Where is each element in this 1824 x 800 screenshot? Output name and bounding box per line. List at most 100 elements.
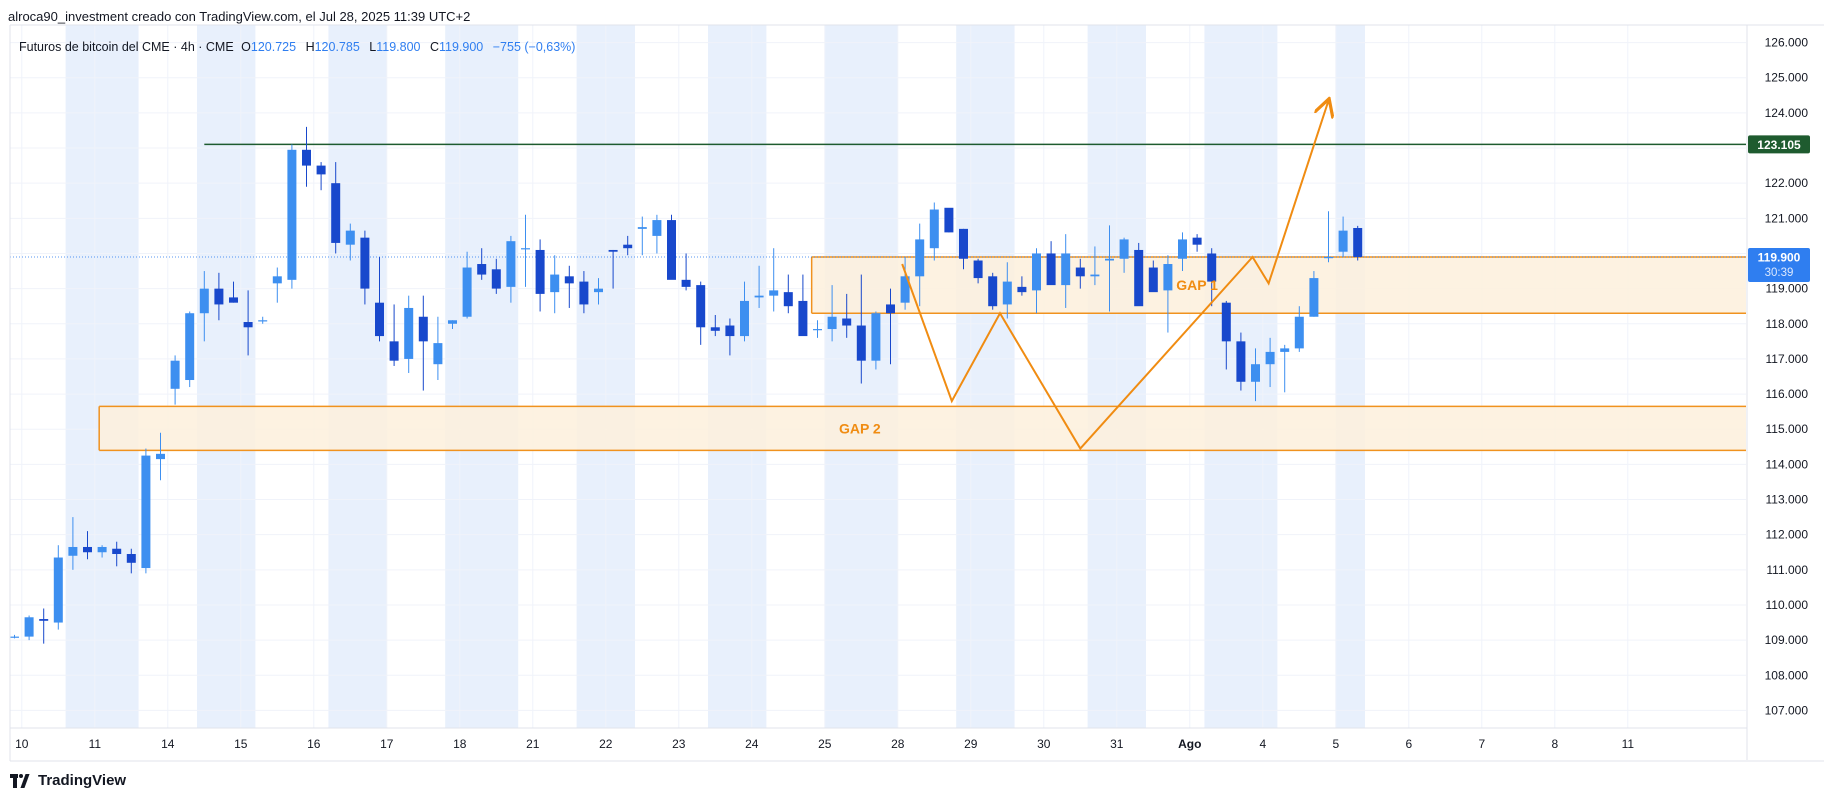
gap-labels: GAP 1 GAP 2: [839, 277, 1218, 436]
projection-path-group[interactable]: [901, 101, 1328, 451]
candle-body: [477, 264, 487, 275]
time-tick-label: 14: [161, 737, 175, 751]
candle: [740, 281, 749, 342]
candle: [637, 216, 647, 256]
candle-body: [53, 557, 63, 623]
resistance-price-text: 123.105: [1757, 138, 1801, 152]
time-tick-label: 28: [891, 737, 905, 751]
candle-body: [623, 244, 633, 249]
candle-body: [1017, 286, 1027, 293]
grid-lines: [10, 25, 1746, 728]
candle: [1061, 234, 1071, 308]
candle: [126, 548, 136, 574]
projection-arrow[interactable]: [901, 101, 1328, 451]
candle-body: [462, 267, 472, 317]
candle: [404, 295, 414, 373]
candle: [287, 144, 297, 289]
legend-o-label: O: [241, 40, 251, 54]
candle: [418, 295, 428, 391]
candle: [973, 258, 983, 284]
session-band: [65, 25, 139, 728]
candle: [1280, 344, 1290, 393]
candle-body: [375, 302, 384, 337]
candle-body: [1324, 256, 1333, 259]
tradingview-brand[interactable]: TradingView: [10, 772, 126, 789]
candle: [462, 251, 472, 319]
candle: [1192, 234, 1202, 252]
candle: [886, 288, 895, 365]
candle: [813, 320, 822, 338]
candle: [1148, 260, 1158, 293]
time-tick-label: 6: [1405, 737, 1412, 751]
gap-zones[interactable]: [98, 256, 1746, 452]
candle-body: [915, 239, 925, 277]
price-tick-label: 121.000: [1765, 211, 1809, 225]
candle-body: [272, 276, 282, 284]
candle-body: [97, 546, 107, 553]
candle-body: [170, 360, 180, 389]
time-axis[interactable]: 10 11 14 15 16 17 18 21 22 23 24 25 28 29 30 31 Ago 4 5 6 7 8…: [15, 737, 1634, 751]
candle: [1353, 225, 1363, 261]
tradingview-logo-icon: [10, 773, 32, 788]
price-tick-label: 110.000: [1766, 598, 1809, 612]
time-tick-label: 22: [599, 737, 613, 751]
time-tick-label: 10: [15, 737, 29, 751]
candle-body: [199, 288, 209, 314]
time-tick-label: 29: [964, 737, 978, 751]
candle: [389, 304, 399, 366]
time-tick-label: 18: [453, 737, 467, 751]
time-tick-label: 31: [1110, 737, 1124, 751]
candle: [506, 235, 516, 303]
time-tick-label: 24: [745, 737, 759, 751]
candle-body: [68, 546, 78, 556]
candle-body: [798, 300, 808, 337]
gap-zone[interactable]: [99, 406, 1746, 451]
candle: [1017, 276, 1027, 296]
candle-body: [1338, 230, 1348, 252]
candle-body: [141, 455, 151, 569]
candle-body: [448, 320, 457, 324]
candle: [1236, 332, 1246, 391]
candle: [68, 517, 78, 570]
candle-body: [1075, 267, 1085, 277]
candle-body: [418, 316, 428, 342]
candle-body: [185, 313, 195, 381]
candle: [769, 248, 779, 312]
price-tick-label: 113.000: [1766, 493, 1809, 507]
candle: [112, 541, 122, 567]
candle: [1075, 258, 1085, 289]
time-tick-label: 21: [526, 737, 540, 751]
candle: [710, 314, 720, 337]
candle: [1294, 306, 1304, 352]
candle-body: [594, 288, 603, 293]
candle: [944, 207, 954, 233]
candle-body: [258, 320, 268, 322]
candle: [1163, 255, 1173, 333]
last-price-tag: [1748, 247, 1810, 282]
candle: [856, 274, 866, 384]
legend-h-value: 120.785: [315, 40, 360, 54]
candle-body: [550, 274, 560, 293]
candle-body: [1163, 264, 1173, 291]
gap-zone[interactable]: [811, 256, 1746, 314]
candle-body: [1236, 341, 1246, 382]
candle-body: [827, 316, 837, 330]
candle-body: [1134, 249, 1144, 307]
candle-body: [506, 241, 516, 287]
candle: [1105, 225, 1114, 312]
time-tick-label: 15: [234, 737, 248, 751]
candle-body: [229, 297, 238, 303]
candlestick-series: [10, 126, 1363, 644]
candle: [1119, 237, 1129, 273]
candle: [1207, 248, 1217, 307]
candle-body: [754, 295, 764, 298]
candle-body: [769, 290, 779, 296]
price-tick-label: 115.000: [1766, 422, 1809, 436]
candle: [1178, 232, 1187, 272]
candle: [900, 256, 910, 310]
brand-name: TradingView: [38, 772, 127, 789]
candle-body: [944, 207, 954, 233]
session-band: [445, 25, 519, 728]
candle-body: [24, 617, 34, 637]
